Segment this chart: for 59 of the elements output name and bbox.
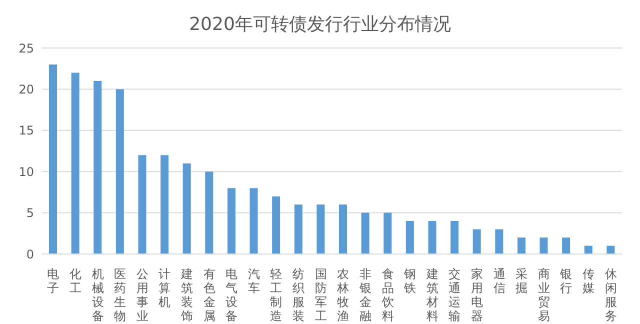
bar xyxy=(540,238,548,254)
bar xyxy=(606,246,615,254)
x-tick-label: 休闲服务 xyxy=(604,267,617,323)
x-tick-label: 通信 xyxy=(493,267,506,295)
bar xyxy=(339,204,347,254)
bar xyxy=(182,163,191,254)
y-tick-label: 20 xyxy=(18,82,34,96)
bar xyxy=(49,64,57,254)
x-tick-label: 银行 xyxy=(559,267,572,295)
bar xyxy=(428,221,436,254)
y-tick-label: 5 xyxy=(26,206,34,220)
x-tick-label: 食品饮料 xyxy=(380,267,394,323)
x-tick-label: 交通运输 xyxy=(448,267,461,323)
x-tick-label: 电气设备 xyxy=(226,267,238,323)
x-tick-label: 建筑材料 xyxy=(425,267,438,323)
chart-title: 2020年可转债发行行业分布情况 xyxy=(188,13,452,37)
bar xyxy=(384,212,392,254)
x-tick-label: 采掘 xyxy=(516,267,528,295)
x-tick-label: 建筑装饰 xyxy=(180,267,193,323)
x-tick-label: 纺织服装 xyxy=(292,267,305,323)
y-tick-label: 10 xyxy=(18,164,34,179)
bar xyxy=(361,212,370,254)
x-tick-label: 非银金融 xyxy=(358,267,372,323)
x-tick-label: 医药生物 xyxy=(114,267,126,323)
x-tick-label: 汽车 xyxy=(248,267,260,295)
y-tick-label: 25 xyxy=(18,41,34,56)
bar xyxy=(517,238,526,254)
x-tick-label: 轻工制造 xyxy=(270,267,282,323)
x-tick-label: 有色金属 xyxy=(203,267,216,323)
y-tick-label: 15 xyxy=(18,124,34,138)
x-tick-label: 计算机 xyxy=(158,267,171,309)
x-tick-label: 国防军工 xyxy=(314,267,327,323)
x-tick-label: 电子 xyxy=(47,267,60,295)
x-tick-label: 钢铁 xyxy=(403,267,416,295)
bar xyxy=(250,188,258,254)
bar xyxy=(450,221,459,254)
bar xyxy=(294,204,302,254)
x-tick-label: 机械设备 xyxy=(92,267,104,323)
bar xyxy=(406,221,414,254)
bar xyxy=(138,155,146,254)
x-tick-label: 农林牧渔 xyxy=(336,267,350,323)
bar xyxy=(495,229,504,254)
bar xyxy=(116,89,124,254)
bar xyxy=(71,72,80,254)
bar xyxy=(272,196,280,254)
x-tick-label: 传媒 xyxy=(582,267,595,295)
y-tick-label: 0 xyxy=(26,247,34,262)
bar xyxy=(160,155,169,254)
bar xyxy=(472,229,481,254)
x-tick-label: 化工 xyxy=(69,267,82,295)
bar xyxy=(227,188,236,254)
bar xyxy=(562,238,570,254)
bar xyxy=(94,80,102,254)
x-tick-label: 公用事业 xyxy=(136,267,148,323)
x-tick-label: 商业贸易 xyxy=(538,267,550,323)
bar xyxy=(316,204,325,254)
bar xyxy=(584,246,592,254)
x-tick-label: 家用电器 xyxy=(471,267,483,323)
bar xyxy=(205,172,214,254)
